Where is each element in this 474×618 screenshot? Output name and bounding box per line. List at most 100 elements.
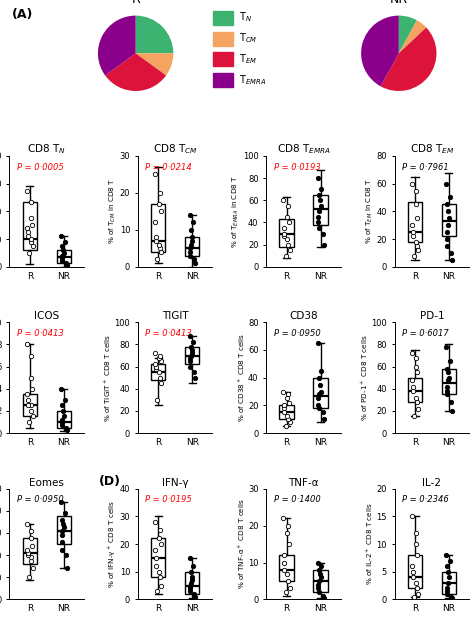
- Point: [284, 201, 292, 211]
- Point: [57, 497, 65, 507]
- PathPatch shape: [408, 378, 422, 402]
- Point: [24, 550, 31, 560]
- Point: [315, 190, 323, 200]
- Point: [156, 373, 164, 383]
- Point: [444, 220, 451, 230]
- Point: [285, 397, 293, 407]
- Point: [186, 353, 194, 363]
- Text: P = 0·0193: P = 0·0193: [273, 163, 320, 172]
- Point: [315, 212, 322, 222]
- Point: [448, 406, 456, 416]
- Point: [152, 362, 160, 371]
- Point: [316, 379, 324, 389]
- Point: [443, 550, 450, 560]
- Point: [315, 580, 322, 590]
- Point: [444, 364, 451, 374]
- Point: [157, 206, 164, 216]
- Point: [60, 248, 68, 258]
- Point: [319, 407, 327, 417]
- Point: [154, 586, 161, 596]
- Point: [186, 586, 194, 596]
- Point: [443, 179, 450, 188]
- Point: [186, 251, 194, 261]
- PathPatch shape: [151, 538, 165, 577]
- Y-axis label: % of PD-1$^+$ CD8 T cells: % of PD-1$^+$ CD8 T cells: [360, 334, 370, 421]
- Point: [414, 213, 421, 223]
- Point: [155, 240, 163, 250]
- Point: [412, 392, 419, 402]
- Point: [156, 525, 164, 535]
- Point: [412, 362, 419, 371]
- Point: [62, 258, 70, 268]
- Point: [61, 237, 68, 247]
- Point: [280, 387, 287, 397]
- Title: TIGIT: TIGIT: [162, 311, 189, 321]
- Point: [285, 539, 293, 549]
- Point: [59, 515, 66, 525]
- Point: [412, 237, 419, 247]
- Point: [283, 412, 291, 421]
- Point: [410, 251, 418, 261]
- Point: [412, 539, 419, 549]
- Point: [445, 206, 452, 216]
- Point: [283, 528, 291, 538]
- Point: [408, 349, 416, 358]
- Title: ICOS: ICOS: [34, 311, 59, 321]
- Point: [186, 210, 193, 220]
- Point: [27, 234, 34, 244]
- Point: [24, 227, 31, 237]
- Point: [60, 412, 68, 421]
- Text: (A): (A): [12, 8, 34, 21]
- Point: [446, 556, 454, 565]
- Point: [27, 373, 34, 383]
- Point: [315, 576, 323, 586]
- Point: [187, 350, 195, 360]
- Point: [285, 218, 293, 227]
- Point: [282, 251, 290, 261]
- Point: [409, 227, 417, 237]
- Point: [29, 564, 36, 574]
- PathPatch shape: [185, 347, 199, 365]
- Point: [58, 256, 65, 266]
- Point: [443, 234, 450, 244]
- Text: P = 0·0005: P = 0·0005: [17, 163, 64, 172]
- Text: P = 0·7961: P = 0·7961: [402, 163, 449, 172]
- Point: [317, 572, 325, 582]
- Text: P = 0·0413: P = 0·0413: [17, 329, 64, 338]
- Point: [319, 591, 327, 601]
- Point: [443, 389, 451, 399]
- Point: [156, 572, 164, 582]
- Point: [27, 197, 35, 206]
- Text: P = 0·0950: P = 0·0950: [273, 329, 320, 338]
- Point: [157, 247, 165, 257]
- Point: [156, 188, 164, 198]
- Text: P = 0·1400: P = 0·1400: [273, 495, 320, 504]
- Point: [316, 569, 324, 578]
- PathPatch shape: [185, 572, 199, 594]
- Y-axis label: % of IL-2$^+$ CD8 T cells: % of IL-2$^+$ CD8 T cells: [365, 502, 375, 585]
- Bar: [212, 53, 233, 67]
- Point: [319, 229, 327, 239]
- Point: [58, 417, 65, 427]
- Point: [157, 539, 164, 549]
- PathPatch shape: [151, 365, 165, 380]
- Point: [443, 227, 451, 237]
- Point: [191, 592, 199, 602]
- Point: [409, 231, 417, 241]
- Point: [189, 349, 196, 358]
- Point: [443, 381, 451, 391]
- PathPatch shape: [23, 394, 37, 417]
- Point: [27, 533, 34, 543]
- Point: [409, 386, 417, 396]
- Point: [186, 247, 194, 257]
- Text: (D): (D): [99, 475, 121, 488]
- Point: [314, 338, 322, 348]
- Point: [444, 200, 451, 210]
- Point: [58, 255, 65, 265]
- Point: [189, 337, 197, 347]
- Point: [58, 544, 65, 554]
- Point: [58, 252, 65, 262]
- Point: [284, 240, 292, 250]
- Point: [443, 589, 451, 599]
- Point: [62, 423, 70, 433]
